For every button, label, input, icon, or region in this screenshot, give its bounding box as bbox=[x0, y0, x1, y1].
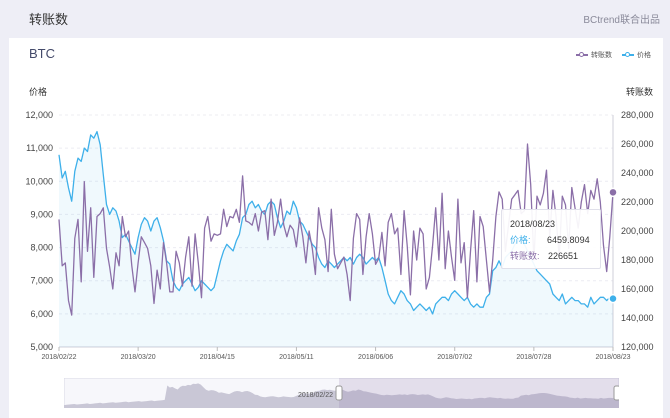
price-area bbox=[59, 131, 613, 347]
y-left-tick-label: 12,000 bbox=[25, 110, 53, 120]
y-right-tick-label: 260,000 bbox=[621, 139, 654, 149]
y-left-tick-label: 5,000 bbox=[30, 342, 53, 352]
legend-item-tx[interactable]: 转账数 bbox=[576, 50, 612, 60]
header: 转账数 BCtrend联合出品 bbox=[0, 0, 670, 34]
chart-plot[interactable]: 5,000 6,000 7,000 8,000 9,000 10,000 11,000 12,… bbox=[9, 38, 663, 418]
y-right-tick-label: 220,000 bbox=[621, 197, 654, 207]
chart-card: BTC 转账数 价格 价格 转账数 5,000 6,000 7,000 8,000 9,… bbox=[9, 38, 663, 418]
datazoom-handle-start[interactable] bbox=[335, 385, 343, 401]
tooltip-price-label: 价格: bbox=[510, 235, 531, 245]
chart-title: BTC bbox=[29, 46, 55, 61]
y-right-tick-label: 120,000 bbox=[621, 342, 654, 352]
tooltip-tx-label: 转账数: bbox=[510, 251, 540, 261]
brand-credit: BCtrend联合出品 bbox=[583, 15, 660, 26]
y-right-tick-label: 280,000 bbox=[621, 110, 654, 120]
datazoom-handle-end[interactable] bbox=[613, 385, 619, 401]
x-tick-label: 2018/05/11 bbox=[279, 354, 314, 361]
y-left-tick-label: 6,000 bbox=[30, 309, 53, 319]
y-right-tick-label: 160,000 bbox=[621, 284, 654, 294]
y-left-tick-label: 11,000 bbox=[26, 143, 53, 153]
x-tick-label: 2018/07/02 bbox=[437, 354, 472, 361]
tooltip-date: 2018/08/23 bbox=[510, 219, 556, 229]
datazoom-start-label: 2018/02/22 bbox=[298, 392, 333, 399]
y-left-tick-label: 8,000 bbox=[30, 243, 53, 253]
legend-item-price[interactable]: 价格 bbox=[622, 50, 651, 60]
x-tick-label: 2018/07/28 bbox=[516, 354, 551, 361]
x-tick-label: 2018/04/15 bbox=[200, 354, 235, 361]
x-tick-label: 2018/03/20 bbox=[121, 354, 156, 361]
legend-line-icon bbox=[576, 52, 588, 58]
y-right-tick-label: 180,000 bbox=[621, 255, 654, 265]
right-axis-name: 转账数 bbox=[625, 88, 653, 98]
y-left-tick-label: 10,000 bbox=[25, 176, 53, 186]
y-right-tick-label: 200,000 bbox=[621, 226, 654, 236]
price-highlight-point bbox=[608, 293, 618, 304]
y-right-tick-label: 240,000 bbox=[621, 168, 654, 178]
tooltip-tx-row: 转账数: 226651 bbox=[510, 248, 592, 264]
tooltip-price-row: 价格: 6459.8094 bbox=[510, 232, 592, 248]
left-axis-name: 价格 bbox=[29, 88, 48, 98]
y-left-tick-label: 9,000 bbox=[30, 209, 53, 219]
legend-label: 转账数 bbox=[591, 51, 612, 59]
tooltip-tx-value: 226651 bbox=[548, 251, 579, 261]
tooltip-price-value: 6459.8094 bbox=[547, 235, 590, 245]
x-tick-label: 2018/06/06 bbox=[358, 354, 393, 361]
tx-highlight-point bbox=[608, 187, 618, 198]
legend-line-icon bbox=[622, 52, 634, 58]
x-tick-label: 2018/02/22 bbox=[41, 354, 76, 361]
chart-legend: 转账数 价格 bbox=[576, 50, 651, 60]
tooltip: 2018/08/23 价格: 6459.8094 转账数: 226651 bbox=[501, 209, 601, 269]
x-tick-label: 2018/08/23 bbox=[595, 354, 630, 361]
y-left-tick-label: 7,000 bbox=[30, 276, 53, 286]
y-right-tick-label: 140,000 bbox=[621, 313, 654, 323]
legend-label: 价格 bbox=[637, 51, 651, 59]
page-title: 转账数 bbox=[29, 13, 69, 28]
datazoom-selection[interactable] bbox=[339, 378, 619, 408]
